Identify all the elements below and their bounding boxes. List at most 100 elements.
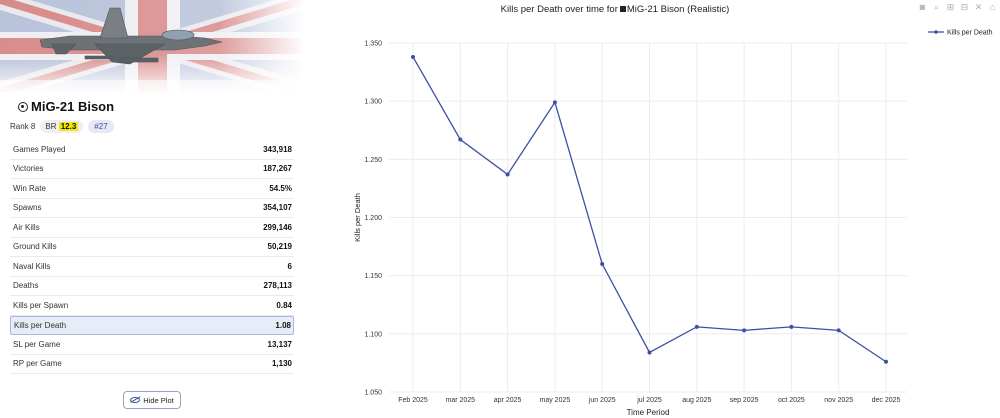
stat-row-kills-per-spawn[interactable]: Kills per Spawn 0.84 — [10, 296, 294, 316]
x-tick-label: jul 2025 — [636, 397, 662, 404]
plot-toolbar: ◙ ⌕ ⊞ ⊟ ✕ ⌂ — [917, 2, 998, 13]
data-point[interactable] — [836, 328, 841, 333]
data-point[interactable] — [411, 54, 415, 59]
stat-row-sl-per-game[interactable]: SL per Game 13,137 — [10, 335, 294, 355]
stat-label: Victories — [13, 164, 44, 174]
stat-value: 50,219 — [267, 242, 292, 252]
vehicle-title: MiG-21 Bison — [18, 99, 114, 114]
vehicle-badges: Rank 8 BR 12.3 #27 — [10, 120, 114, 133]
x-tick-label: may 2025 — [540, 397, 571, 404]
y-tick-label: 1.050 — [364, 390, 382, 397]
stat-value: 299,146 — [263, 222, 292, 232]
stat-label: Win Rate — [13, 183, 46, 193]
data-point[interactable] — [789, 324, 794, 329]
flag-icon — [619, 6, 626, 13]
stat-row-victories[interactable]: Victories 187,267 — [10, 160, 294, 179]
rank-label: Rank 8 — [10, 122, 36, 131]
y-axis-ticks: 1.050 1.100 1.150 1.200 1.250 1.300 1.350 — [364, 41, 382, 397]
stat-label: Kills per Spawn — [13, 300, 69, 310]
zoom-in-icon[interactable]: ⊞ — [946, 2, 955, 12]
hide-plot-button[interactable]: Hide Plot — [123, 391, 181, 409]
chart-title-prefix: Kills per Death over time for — [500, 4, 618, 15]
stat-value: 6 — [287, 261, 292, 271]
stat-row-kills-per-death[interactable]: Kills per Death 1.08 — [10, 315, 294, 335]
stat-value: 278,113 — [263, 281, 292, 291]
x-tick-label: mar 2025 — [446, 397, 476, 404]
stat-value: 343,918 — [263, 144, 292, 154]
stat-label: Spawns — [13, 203, 42, 213]
x-tick-label: Feb 2025 — [398, 397, 428, 404]
data-point[interactable] — [458, 137, 463, 142]
x-tick-label: sep 2025 — [730, 397, 759, 404]
y-tick-label: 1.200 — [364, 215, 382, 222]
data-point[interactable] — [884, 359, 888, 364]
stat-value: 0.84 — [276, 300, 292, 310]
x-tick-label: aug 2025 — [682, 397, 711, 404]
x-tick-label: dec 2025 — [872, 397, 901, 404]
target-icon — [18, 101, 28, 112]
data-point[interactable] — [600, 262, 605, 267]
hide-plot-label: Hide Plot — [143, 395, 174, 405]
br-label: BR — [45, 122, 57, 131]
x-tick-label: jun 2025 — [588, 397, 616, 404]
kills-per-death-chart: 1.050 1.100 1.150 1.200 1.250 1.300 1.350 Feb … — [353, 30, 993, 418]
x-axis-label: Time Period — [627, 408, 670, 417]
stat-label: SL per Game — [13, 339, 61, 349]
stat-label: Naval Kills — [13, 261, 51, 271]
stat-row-win-rate[interactable]: Win Rate 54.5% — [10, 179, 294, 199]
data-point[interactable] — [694, 324, 699, 329]
legend-label: Kills per Death — [947, 30, 993, 37]
stat-row-naval-kills[interactable]: Naval Kills 6 — [10, 257, 294, 277]
stat-row-rp-per-game[interactable]: RP per Game 1,130 — [10, 355, 294, 374]
vehicle-banner-image — [0, 0, 305, 92]
chart-legend[interactable]: Kills per Death — [928, 30, 993, 37]
vehicle-name: MiG-21 Bison — [31, 99, 115, 114]
stat-label: Air Kills — [13, 222, 40, 232]
data-point[interactable] — [742, 328, 747, 333]
stats-table: Games Played 343,918 Victories 187,267 Win… — [10, 140, 294, 374]
zoom-icon[interactable]: ⌕ — [933, 2, 940, 12]
stat-label: Games Played — [13, 144, 66, 154]
y-tick-label: 1.150 — [364, 273, 382, 280]
autoscale-icon[interactable]: ✕ — [974, 2, 983, 12]
br-value: 12.3 — [58, 122, 79, 131]
chart-title: Kills per Death over time for MiG-21 Biso… — [425, 4, 805, 15]
stat-row-deaths[interactable]: Deaths 278,113 — [10, 277, 294, 296]
stat-value: 13,137 — [267, 339, 292, 349]
x-tick-label: oct 2025 — [778, 397, 805, 404]
y-tick-label: 1.100 — [364, 331, 382, 338]
stat-value: 1,130 — [271, 359, 292, 369]
y-tick-label: 1.350 — [364, 41, 382, 48]
stat-label: Kills per Death — [14, 320, 67, 330]
chart-title-suffix: MiG-21 Bison (Realistic) — [626, 4, 730, 15]
y-tick-label: 1.250 — [364, 157, 382, 164]
stat-value: 1.08 — [275, 320, 291, 330]
stat-label: Deaths — [13, 281, 39, 291]
y-tick-label: 1.300 — [364, 99, 382, 106]
br-badge: BR 12.3 — [40, 120, 84, 133]
stat-row-spawns[interactable]: Spawns 354,107 — [10, 199, 294, 218]
stat-row-games-played[interactable]: Games Played 343,918 — [10, 140, 294, 160]
stat-value: 354,107 — [263, 203, 292, 213]
x-axis-ticks: Feb 2025 mar 2025 apr 2025 may 2025 jun 2025… — [398, 397, 900, 404]
stat-row-air-kills[interactable]: Air Kills 299,146 — [10, 218, 294, 238]
stat-row-ground-kills[interactable]: Ground Kills 50,219 — [10, 238, 294, 257]
data-point[interactable] — [647, 350, 652, 355]
x-tick-label: apr 2025 — [494, 397, 522, 404]
stat-label: RP per Game — [13, 359, 62, 369]
camera-icon[interactable]: ◙ — [919, 2, 926, 12]
zoom-out-icon[interactable]: ⊟ — [960, 2, 969, 12]
stat-value: 54.5% — [269, 183, 292, 193]
eye-off-icon — [130, 397, 141, 403]
stat-label: Ground Kills — [13, 242, 57, 252]
reset-icon[interactable]: ⌂ — [989, 2, 996, 12]
stat-value: 187,267 — [263, 164, 292, 174]
data-point[interactable] — [505, 172, 510, 177]
y-axis-label: Kills per Death — [353, 193, 362, 242]
legend-marker — [934, 30, 938, 34]
vehicle-panel: MiG-21 Bison Rank 8 BR 12.3 #27 Games Pl… — [0, 0, 305, 418]
x-tick-label: nov 2025 — [824, 397, 853, 404]
series-points — [411, 54, 888, 364]
position-badge: #27 — [88, 120, 114, 133]
data-point[interactable] — [552, 100, 557, 105]
